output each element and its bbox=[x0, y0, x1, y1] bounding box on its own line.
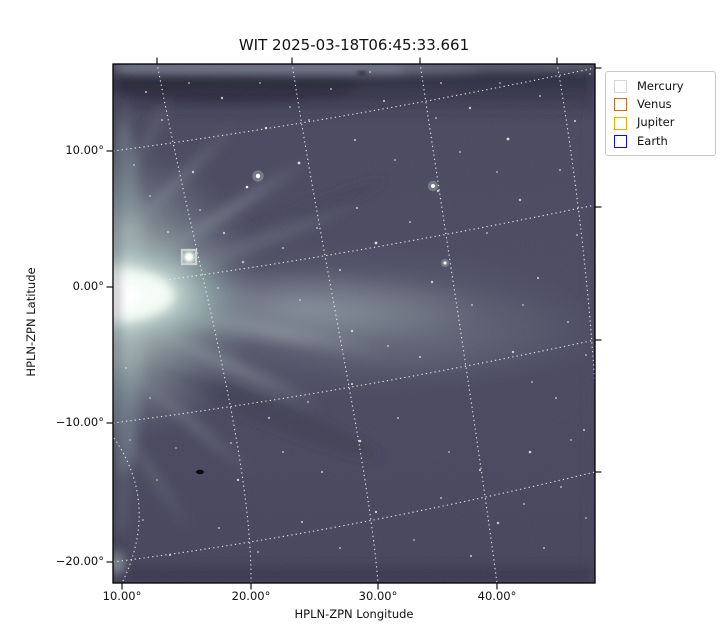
sky-image bbox=[113, 64, 595, 583]
star-field bbox=[125, 71, 591, 558]
y-tick-label-m10: −10.00° bbox=[55, 415, 104, 429]
jupiter-legend-marker-icon bbox=[614, 116, 627, 130]
venus-legend-marker-icon bbox=[614, 98, 627, 112]
legend-label: Earth bbox=[637, 133, 668, 148]
legend-item-venus: Venus bbox=[614, 96, 707, 113]
y-axis-label: HPLN-ZPN Latitude bbox=[24, 267, 38, 377]
grid-line-lat-0 bbox=[113, 204, 595, 288]
x-tick-label-20: 20.00° bbox=[231, 589, 271, 603]
legend-item-earth: Earth bbox=[614, 133, 707, 150]
y-tick-label-m20: −20.00° bbox=[55, 554, 104, 568]
grid-line-lon-30 bbox=[291, 64, 379, 583]
plot-title: WIT 2025-03-18T06:45:33.661 bbox=[238, 36, 470, 54]
legend-item-jupiter: Jupiter bbox=[614, 115, 707, 132]
x-tick-label-10: 10.00° bbox=[102, 589, 142, 603]
grid-line-lat-m10 bbox=[113, 339, 595, 424]
coordinate-grid bbox=[113, 64, 595, 583]
legend-label: Jupiter bbox=[637, 115, 675, 130]
x-axis-label: HPLN-ZPN Longitude bbox=[294, 607, 414, 621]
y-tick-label-0: 0.00° bbox=[72, 279, 104, 293]
earth-legend-marker-icon bbox=[614, 134, 627, 148]
axis-ticks bbox=[106, 57, 602, 590]
grid-line-lon-20 bbox=[156, 64, 252, 583]
x-tick-label-40: 40.00° bbox=[477, 589, 517, 603]
x-tick-label-30: 30.00° bbox=[358, 589, 398, 603]
dark-speck bbox=[196, 71, 367, 475]
grid-line-lat-10 bbox=[113, 67, 595, 152]
y-tick-label-10: 10.00° bbox=[65, 143, 104, 157]
mercury-marker bbox=[180, 248, 198, 266]
legend: Mercury Venus Jupiter Earth bbox=[605, 71, 716, 156]
legend-label: Mercury bbox=[637, 78, 684, 93]
mercury-legend-marker-icon bbox=[614, 80, 627, 93]
grid-line-lon-10 bbox=[113, 437, 140, 583]
legend-item-mercury: Mercury bbox=[614, 78, 707, 95]
axes-frame bbox=[112, 63, 596, 584]
legend-label: Venus bbox=[637, 97, 672, 112]
